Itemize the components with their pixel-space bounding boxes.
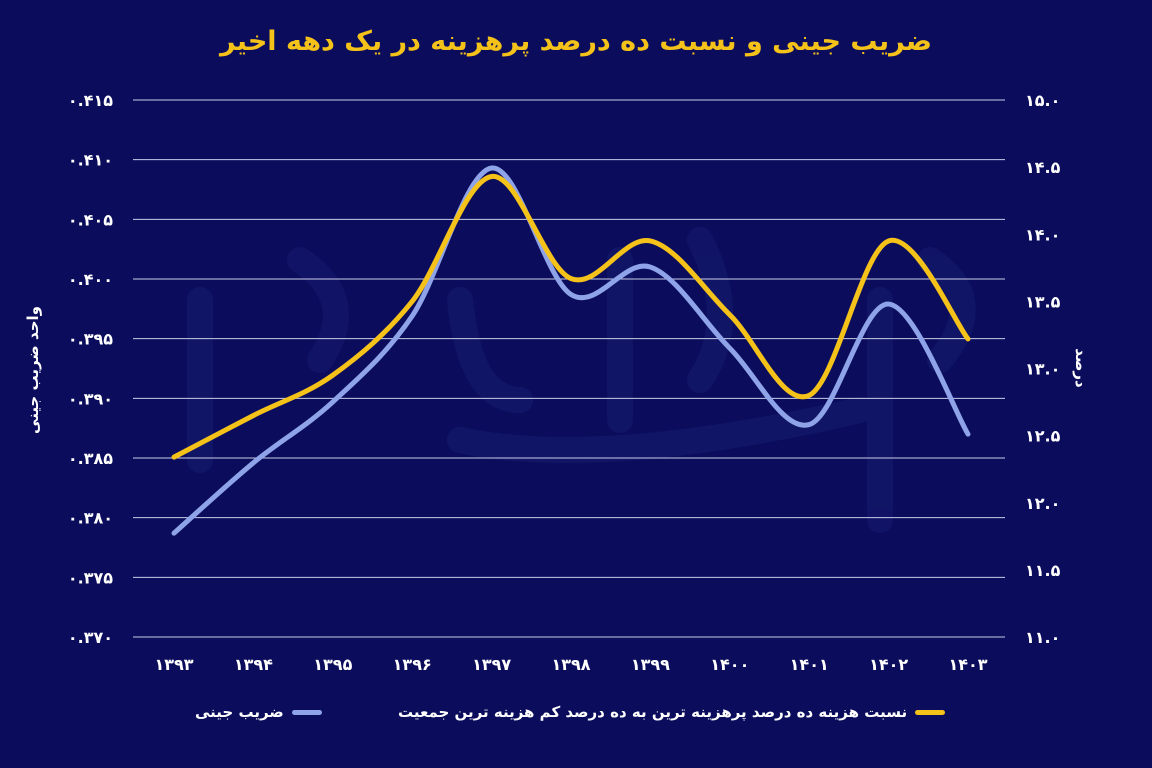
right-axis-label: درصد [1072, 348, 1090, 388]
chart-title: ضریب جینی و نسبت ده درصد پرهزینه در یک د… [220, 26, 932, 57]
left-tick-label: ۰.۴۰۵ [68, 210, 113, 229]
x-tick-label: ۱۳۹۶ [393, 655, 432, 674]
legend-item-gini: ضریب جینی [195, 700, 322, 724]
legend-label-gini: ضریب جینی [195, 703, 284, 721]
legend-swatch-ratio [915, 709, 946, 715]
watermark [187, 227, 976, 533]
series-layer [171, 165, 971, 536]
series-line-gini [171, 165, 971, 536]
x-tick-label: ۱۳۹۳ [154, 655, 193, 674]
legend-label-ratio: نسبت هزینه ده درصد پرهزینه ترین به ده در… [398, 703, 908, 721]
x-tick-label: ۱۳۹۹ [631, 655, 670, 674]
left-tick-label: ۰.۴۱۰ [68, 151, 113, 170]
right-axis-ticks: ۱۵.۰ ۱۴.۵ ۱۴.۰ ۱۳.۵ ۱۳.۰ ۱۲.۵ ۱۲.۰ ۱۱.۵ ۱۱.۰ [1025, 91, 1061, 647]
x-tick-label: ۱۳۹۵ [313, 655, 352, 674]
right-tick-label: ۱۳.۵ [1025, 292, 1061, 311]
left-axis-ticks: ۰.۴۱۵ ۰.۴۱۰ ۰.۴۰۵ ۰.۴۰۰ ۰.۳۹۵ ۰.۳۹۰ ۰.۳۸۵ ۰.۳۸۰… [68, 91, 113, 647]
x-axis-ticks: ۱۳۹۳ ۱۳۹۴ ۱۳۹۵ ۱۳۹۶ ۱۳۹۷ ۱۳۹۸ ۱۳۹۹ ۱۴۰۰ ۱۴۰۱ ۱۴۰۲… [154, 655, 987, 674]
right-tick-label: ۱۲.۵ [1025, 427, 1061, 446]
right-tick-label: ۱۴.۰ [1025, 225, 1060, 244]
right-tick-label: ۱۵.۰ [1025, 91, 1060, 110]
legend-swatch-gini [291, 709, 322, 715]
left-tick-label: ۰.۴۱۵ [68, 91, 113, 110]
series-line-ratio [171, 174, 971, 460]
left-tick-label: ۰.۳۸۵ [68, 449, 113, 468]
right-tick-label: ۱۱.۵ [1025, 561, 1061, 580]
x-tick-label: ۱۴۰۱ [790, 655, 829, 674]
right-tick-label: ۱۴.۵ [1025, 158, 1061, 177]
left-tick-label: ۰.۳۹۰ [68, 389, 113, 408]
left-axis-label: واحد ضریب جینی [24, 306, 42, 434]
x-tick-label: ۱۳۹۷ [472, 655, 511, 674]
right-tick-label: ۱۳.۰ [1025, 360, 1060, 379]
legend-item-ratio: نسبت هزینه ده درصد پرهزینه ترین به ده در… [398, 700, 946, 724]
x-tick-label: ۱۴۰۳ [948, 655, 987, 674]
x-tick-label: ۱۴۰۰ [710, 655, 749, 674]
x-tick-label: ۱۳۹۴ [234, 655, 273, 674]
left-tick-label: ۰.۳۷۵ [68, 568, 113, 587]
left-tick-label: ۰.۳۹۵ [68, 330, 113, 349]
left-tick-label: ۰.۳۸۰ [68, 509, 113, 528]
x-tick-label: ۱۳۹۸ [551, 655, 590, 674]
right-tick-label: ۱۲.۰ [1025, 494, 1060, 513]
left-tick-label: ۰.۳۷۰ [68, 628, 113, 647]
right-tick-label: ۱۱.۰ [1025, 628, 1060, 647]
left-tick-label: ۰.۴۰۰ [68, 270, 113, 289]
gridlines [133, 99, 1005, 638]
x-tick-label: ۱۴۰۲ [869, 655, 908, 674]
